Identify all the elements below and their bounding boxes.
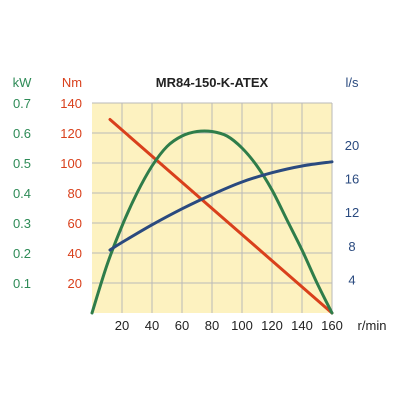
kw-tick-label: 0.1: [13, 276, 31, 291]
nm-tick-label: 20: [68, 276, 82, 291]
kw-tick-label: 0.4: [13, 186, 31, 201]
kw-tick-label: 0.7: [13, 96, 31, 111]
x-tick-label: 80: [205, 318, 219, 333]
series-line-nm: [108, 118, 334, 315]
series-lines: [90, 118, 334, 315]
tick-labels: 20 40 60 80 100 120 140 160 0.1 0.2 0.3 0.4 0.5 0.6 0.…: [13, 96, 359, 333]
ls-tick-label: 12: [345, 205, 359, 220]
kw-tick-label: 0.3: [13, 216, 31, 231]
series-line-ls: [108, 160, 334, 252]
kw-axis-label: kW: [13, 75, 33, 90]
x-unit-label: r/min: [358, 318, 387, 333]
x-tick-label: 60: [175, 318, 189, 333]
nm-axis-label: Nm: [62, 75, 82, 90]
x-tick-label: 20: [115, 318, 129, 333]
x-tick-label: 160: [321, 318, 343, 333]
ls-tick-label: 20: [345, 138, 359, 153]
nm-tick-label: 80: [68, 186, 82, 201]
x-tick-label: 120: [261, 318, 283, 333]
x-tick-label: 40: [145, 318, 159, 333]
nm-tick-label: 100: [60, 156, 82, 171]
nm-tick-label: 60: [68, 216, 82, 231]
series-line-kw: [90, 129, 334, 315]
ls-axis-label: l/s: [346, 75, 360, 90]
chart-title: MR84-150-K-ATEX: [156, 75, 269, 90]
ls-tick-label: 4: [348, 272, 355, 287]
x-tick-label: 140: [291, 318, 313, 333]
ls-tick-label: 8: [348, 239, 355, 254]
ls-tick-label: 16: [345, 172, 359, 187]
nm-tick-label: 40: [68, 246, 82, 261]
kw-tick-label: 0.2: [13, 246, 31, 261]
nm-tick-label: 140: [60, 96, 82, 111]
kw-tick-label: 0.5: [13, 156, 31, 171]
x-tick-label: 100: [231, 318, 253, 333]
kw-tick-label: 0.6: [13, 126, 31, 141]
nm-tick-label: 120: [60, 126, 82, 141]
